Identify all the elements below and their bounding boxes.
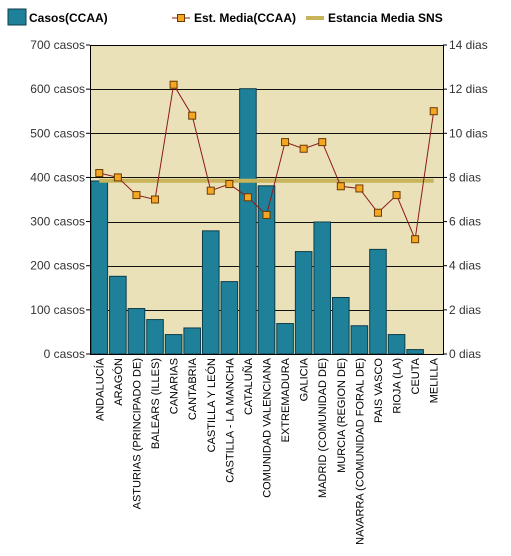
x-tick-label: CANARIAS <box>169 358 181 414</box>
x-tick-label: CEUTA <box>410 357 422 394</box>
y-left-tick-label: 100 casos <box>30 303 85 317</box>
line-point <box>132 191 141 200</box>
bar <box>276 323 294 355</box>
bar <box>350 325 369 355</box>
bar <box>146 319 164 355</box>
x-tick-label: GALICIA <box>299 357 311 401</box>
bar <box>183 327 201 355</box>
x-tick-label: CANTABRIA <box>187 357 199 420</box>
bar <box>294 251 313 355</box>
x-tick-label: EXTREMADURA <box>280 357 292 442</box>
x-tick-label: ANDALUCÍA <box>93 357 106 421</box>
y-left-tick-label: 500 casos <box>30 126 85 140</box>
y-right-tick-label: 0 dias <box>449 347 481 361</box>
line-point <box>95 169 104 178</box>
bar <box>220 281 239 355</box>
y-right-tick-label: 14 dias <box>449 38 488 52</box>
line-point <box>243 193 252 202</box>
line-point <box>169 80 178 89</box>
x-tick-label: COMUNIDAD VALENCIANA <box>262 357 274 497</box>
bar <box>369 248 387 355</box>
legend-bar-label: Casos(CCAA) <box>29 11 108 25</box>
line-point <box>151 195 160 204</box>
x-tick-label: MURCIA (REGION DE) <box>336 358 348 473</box>
y-right-tick-label: 4 dias <box>449 259 481 273</box>
line-point <box>262 210 271 219</box>
y-left-tick-label: 200 casos <box>30 259 85 273</box>
line-point <box>113 173 122 182</box>
line-point <box>373 208 382 217</box>
x-tick-label: MADRID (COMUNIDAD DE) <box>317 358 329 498</box>
y-right-tick-label: 8 dias <box>449 170 481 184</box>
bar <box>109 275 127 355</box>
x-tick-label: PAIS VASCO <box>373 358 385 423</box>
y-right-tick-label: 6 dias <box>449 215 481 229</box>
x-tick-label: ASTURIAS (PRINCIPADO DE) <box>131 358 143 509</box>
x-tick-label: CASTILLA Y LEÓN <box>205 358 218 452</box>
x-tick-label: NAVARRA (COMUNIDAD FORAL DE) <box>354 358 366 545</box>
y-left-tick-label: 400 casos <box>30 170 85 184</box>
line-point <box>281 138 290 147</box>
bar <box>332 296 350 355</box>
x-tick-label: RIOJA (LA) <box>392 358 404 414</box>
y-left-tick-label: 300 casos <box>30 215 85 229</box>
y-left-tick-label: 600 casos <box>30 82 85 96</box>
bar <box>127 308 146 355</box>
y-right-tick-label: 12 dias <box>449 82 488 96</box>
legend-line-marker <box>177 14 185 22</box>
line-point <box>336 182 345 191</box>
line-point <box>429 107 438 116</box>
bar <box>201 230 220 355</box>
legend-line-label: Est. Media(CCAA) <box>194 11 296 25</box>
plot-frame <box>90 45 444 355</box>
legend-ref-label: Estancia Media SNS <box>328 11 443 25</box>
y-left-tick-label: 700 casos <box>30 38 85 52</box>
line-point <box>206 186 215 195</box>
bar <box>90 180 109 355</box>
x-tick-label: MELILLA <box>429 357 441 403</box>
bar <box>406 349 424 355</box>
legend-bar-swatch <box>7 8 27 26</box>
bar <box>164 334 183 355</box>
x-tick-label: ARAGÓN <box>112 358 125 406</box>
y-right-tick-label: 10 dias <box>449 126 488 140</box>
y-right-tick-label: 2 dias <box>449 303 481 317</box>
bar <box>313 221 332 355</box>
x-tick-label: BALEARS (ILLES) <box>150 358 162 449</box>
x-tick-label: CATALUÑA <box>242 357 255 415</box>
line-point <box>299 144 308 153</box>
line-point <box>188 111 197 120</box>
line-point <box>318 138 327 147</box>
line-point <box>392 191 401 200</box>
bar <box>239 88 257 355</box>
x-tick-label: CASTILLA - LA MANCHA <box>224 357 236 482</box>
line-point <box>355 184 364 193</box>
line-point <box>411 235 420 244</box>
y-left-tick-label: 0 casos <box>44 347 85 361</box>
line-point <box>225 180 234 189</box>
bar <box>387 334 406 355</box>
